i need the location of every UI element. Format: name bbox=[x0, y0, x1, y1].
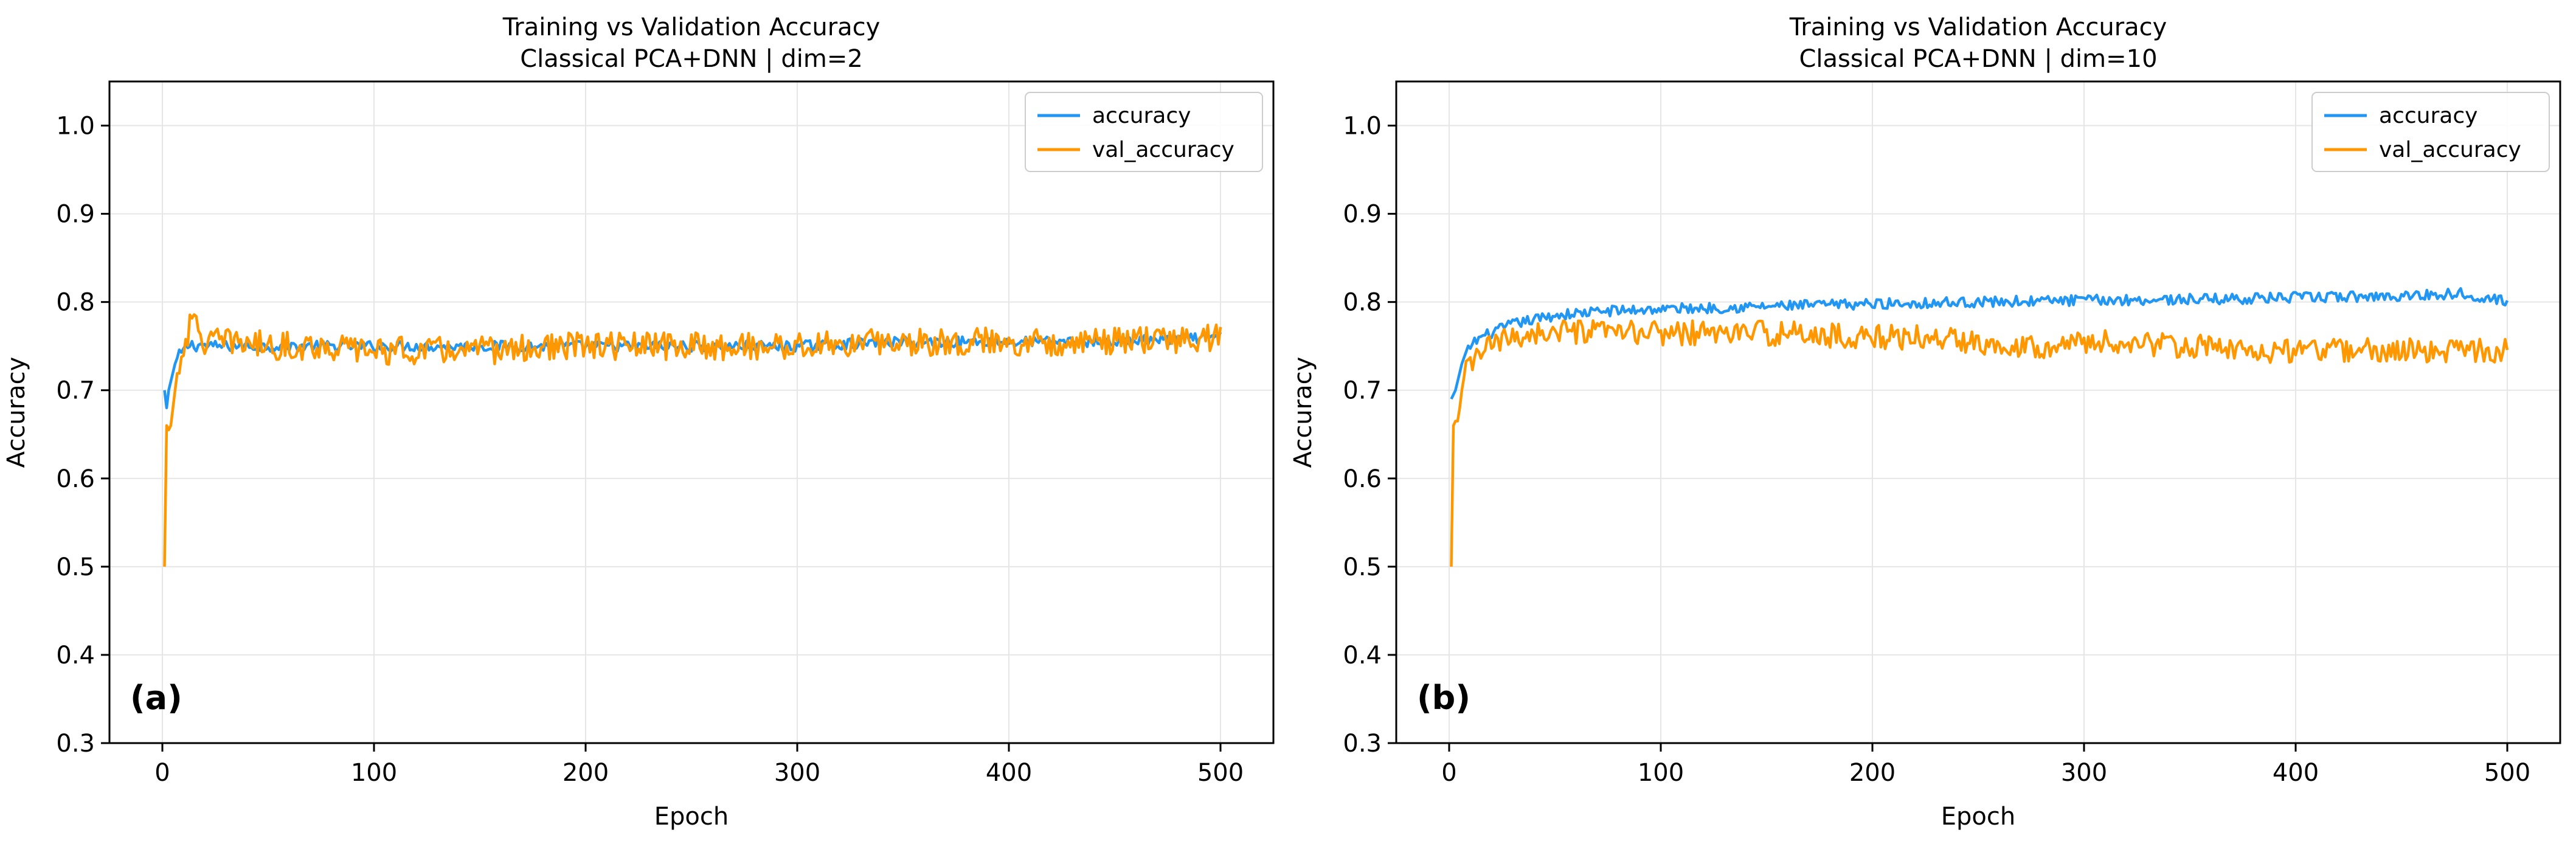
y-axis-label: Accuracy bbox=[2, 357, 30, 468]
y-axis-label: Accuracy bbox=[1289, 357, 1317, 468]
legend-label-val-accuracy: val_accuracy bbox=[1092, 137, 1234, 162]
plot-frame bbox=[108, 80, 1275, 744]
y-tick-label: 1.0 bbox=[1343, 112, 1382, 140]
y-tick-label: 0.8 bbox=[56, 289, 95, 317]
y-tick-label: 0.5 bbox=[56, 553, 95, 581]
series-line-accuracy bbox=[1450, 287, 2509, 400]
x-tick-label: 500 bbox=[1197, 759, 1244, 787]
y-tick-label: 0.4 bbox=[56, 642, 95, 670]
x-tick-label: 0 bbox=[154, 759, 170, 787]
x-tick-label: 400 bbox=[2273, 759, 2319, 787]
legend: accuracy val_accuracy bbox=[2311, 92, 2550, 172]
legend-label-accuracy: accuracy bbox=[1092, 103, 1191, 128]
chart-subtitle: Classical PCA+DNN | dim=10 bbox=[1799, 45, 2157, 73]
y-tick-label: 0.7 bbox=[1343, 377, 1382, 405]
chart-panel-a: 0 100 200 300 400 500 0.3 0.4 0.5 0.6 0.7 0.8 0.9 1.0… bbox=[2, 13, 1275, 831]
x-tick-label: 300 bbox=[774, 759, 820, 787]
legend-label-accuracy: accuracy bbox=[2379, 103, 2477, 128]
x-tick-label: 0 bbox=[1441, 759, 1456, 787]
y-tick-label: 1.0 bbox=[56, 112, 95, 140]
y-tick-label: 0.9 bbox=[56, 201, 95, 229]
plot-frame bbox=[1395, 80, 2561, 744]
x-tick-label: 100 bbox=[1638, 759, 1684, 787]
y-tick-label: 0.4 bbox=[1343, 642, 1382, 670]
panel-label: (b) bbox=[1417, 679, 1470, 717]
chart-subtitle: Classical PCA+DNN | dim=2 bbox=[520, 45, 863, 73]
chart-panel-b: 0 100 200 300 400 500 0.3 0.4 0.5 0.6 0.7 0.8 0.9 1.0… bbox=[1289, 13, 2561, 831]
panel-label: (a) bbox=[130, 679, 182, 717]
legend-box bbox=[2311, 92, 2550, 172]
y-tick-label: 0.3 bbox=[1343, 730, 1382, 758]
x-tick-label: 300 bbox=[2061, 759, 2107, 787]
y-tick-label: 0.8 bbox=[1343, 289, 1382, 317]
y-tick-label: 0.6 bbox=[1343, 465, 1382, 493]
legend-label-val-accuracy: val_accuracy bbox=[2379, 137, 2521, 162]
x-tick-label: 100 bbox=[351, 759, 397, 787]
y-tick-label: 0.3 bbox=[56, 730, 95, 758]
x-axis-label: Epoch bbox=[654, 803, 729, 831]
y-tick-label: 0.6 bbox=[56, 465, 95, 493]
y-tick-label: 0.5 bbox=[1343, 553, 1382, 581]
series-line-val-accuracy bbox=[1450, 319, 2509, 567]
legend: accuracy val_accuracy bbox=[1025, 92, 1263, 172]
x-tick-label: 200 bbox=[563, 759, 609, 787]
x-tick-label: 200 bbox=[1849, 759, 1896, 787]
legend-box bbox=[1025, 92, 1263, 172]
x-tick-label: 400 bbox=[986, 759, 1032, 787]
x-tick-label: 500 bbox=[2484, 759, 2530, 787]
chart-title: Training vs Validation Accuracy bbox=[1789, 13, 2167, 41]
x-axis-label: Epoch bbox=[1941, 803, 2015, 831]
series-line-val-accuracy bbox=[163, 313, 1222, 567]
y-tick-label: 0.9 bbox=[1343, 201, 1382, 229]
y-tick-label: 0.7 bbox=[56, 377, 95, 405]
chart-title: Training vs Validation Accuracy bbox=[502, 13, 881, 41]
